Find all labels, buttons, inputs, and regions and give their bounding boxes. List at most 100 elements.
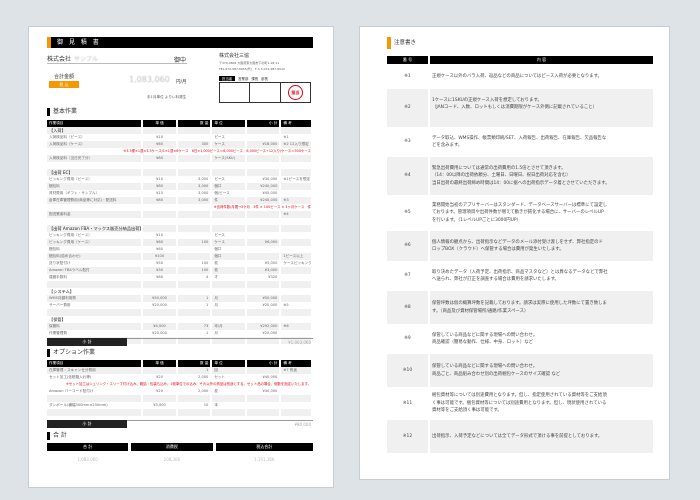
cell: 入荷検品料（ケース）	[47, 141, 142, 148]
cell: WMS月額利用費	[47, 295, 142, 302]
cell: 個口	[214, 247, 222, 251]
note-line: 業務開始当初のアプリサーバーはスタンダード、データベースサーバーは標準にて設定し	[432, 202, 608, 208]
cell: ¥10	[156, 135, 163, 139]
cell	[281, 337, 312, 344]
cell: ¥3,000	[153, 403, 166, 407]
sum-header: 消費税	[131, 443, 213, 451]
cell: 2,000	[198, 389, 209, 393]
table-row: 入荷検品料（当日完了分） ¥80 ケース(SKU)	[47, 155, 313, 162]
cell	[143, 309, 176, 316]
cell	[212, 309, 245, 316]
cell	[281, 218, 311, 225]
cell: ¥40,000	[262, 375, 278, 379]
cell: ¥10	[156, 233, 163, 237]
note-line	[432, 112, 651, 120]
table-row: 梱包料 ¥60 個口	[47, 246, 313, 253]
note-row: ※9 保管している商品などに関する現場への問い合わせ。 商品確認（簡易な動作、仕様、…	[387, 324, 653, 354]
company-tel: TEL.072-987-6055(代) F A X.072-987-6012	[219, 67, 285, 71]
cell	[143, 162, 176, 169]
group-row: 【保管】	[47, 316, 313, 323]
cell: ※6	[281, 323, 312, 330]
cell: 300	[177, 141, 211, 148]
basic-subtotal: 小 計 ¥1,003,060	[47, 338, 313, 346]
client-name: サンプル	[74, 56, 98, 63]
cell: 個口	[212, 253, 245, 260]
column-header: 作業項目	[47, 120, 142, 127]
cell	[212, 316, 245, 323]
blank-row	[47, 395, 313, 402]
cell	[212, 225, 245, 232]
table-row: 梱包料(詰め合わせ) ¥100 個口 1ピース以上	[47, 253, 313, 260]
cell: 梱包料	[49, 247, 60, 251]
note-number: ※1	[404, 73, 411, 79]
cell	[143, 225, 176, 232]
cell	[143, 281, 176, 288]
cell: ¥30	[143, 267, 176, 274]
table-row: WMS月額利用費 ¥50,000 1 月 ¥50,000	[47, 295, 313, 302]
cell	[177, 169, 211, 176]
note-line: 当日出荷の最終出荷締め時間は14：00に据への出荷指示データ着とさせていただきま…	[432, 180, 610, 186]
cell	[281, 295, 312, 302]
cell	[247, 402, 280, 409]
cell: ピッキング費用（ピース）	[49, 177, 92, 181]
cell	[47, 218, 141, 225]
note-line: 保管坪数は仮の概算坪数を記載しております。請求は実際に使用した坪数にて置き致しま	[432, 301, 607, 306]
blank-row	[47, 281, 313, 288]
cell: 3,000	[198, 177, 209, 181]
cell	[281, 309, 312, 316]
note-content: 1ケースに1SKUの正規ケース入荷を想定しております。 （JANコード、入数、ロッ…	[430, 89, 653, 127]
notes-header: 番 号 内 容	[387, 56, 653, 64]
cell	[212, 395, 245, 402]
cell: 100	[201, 261, 209, 265]
cell: ※3	[281, 197, 312, 204]
sum-values: 1,083,060 108,306 1,191,366	[47, 457, 313, 462]
cell: 回	[212, 367, 245, 374]
approval-boxes: 担当	[219, 82, 311, 103]
total-unit: 円/月	[176, 80, 187, 85]
cell	[246, 225, 280, 232]
cell	[143, 127, 176, 134]
cell	[246, 281, 280, 288]
red-note: ※セット加工はシュリンク・スリーブ付け込み、箱詰・包装も込み、1個単位での込み、…	[47, 381, 313, 388]
honorific: 御中	[174, 57, 187, 64]
note-row: ※5 業務開始当初のアプリサーバーはスタンダード、データベースサーバーは標準にて設…	[387, 195, 653, 231]
cell: 【出荷 Amazon FBA・マックス販売分納品出荷】	[47, 225, 142, 232]
cell	[212, 169, 245, 176]
column-header: 小 計	[246, 120, 280, 127]
cell	[246, 309, 280, 316]
cell: ¥80	[143, 197, 176, 204]
cell: 作業管理費	[49, 331, 67, 335]
red-note: ※3.5便×1週×3.5ケース/1×1週×6ケース 6日×1,000ピース＝6,…	[47, 148, 313, 155]
cell: 送り状貼付け	[49, 261, 71, 265]
note-number: ※8	[387, 291, 428, 324]
sum-value: 108,306	[163, 457, 181, 462]
cell: 【保管】	[49, 317, 66, 322]
cell	[246, 253, 280, 260]
note-content: 個人情報の観点から、出荷指示などデータのメール添付受け渡しをせず、弊社指定のドロ…	[430, 231, 653, 261]
note-line: 緊急出荷費用については通常の出荷費用の1.5倍とさせて頂きます。	[432, 165, 566, 171]
cell: 配送業者料金	[47, 211, 142, 218]
cell: 個/ピース	[214, 191, 230, 195]
cell: ¥15	[156, 191, 163, 195]
cell: 3,000	[198, 191, 209, 195]
cell	[246, 367, 280, 374]
table-row: Amazon バーコード貼付け ¥20 2,000 枚 ¥40,000	[47, 388, 313, 395]
cell: ¥20,000	[262, 303, 278, 307]
note-line: 保管している商品などに関する現場への問い合わせ。	[432, 332, 538, 338]
approval-label: 営業部	[238, 77, 249, 81]
cell: ¥50,000	[143, 295, 176, 302]
cell: 【出荷 EC】	[47, 169, 142, 176]
table-row: 送り状貼付け ¥50 100 枚 ¥5,000 ケースピッキング時	[47, 260, 313, 267]
note-line: 商品ごと、商品組み合わせ別の出荷梱包ケースのサイズ確認 など	[432, 371, 561, 377]
cell	[281, 388, 311, 395]
cell	[281, 316, 311, 323]
cell	[281, 169, 312, 176]
column-header: 単 価	[143, 360, 176, 367]
cell	[212, 211, 245, 218]
cell: 4	[206, 275, 209, 279]
client-prefix: 株式会社	[47, 56, 72, 63]
cell	[281, 374, 311, 381]
cell: ¥20,000	[152, 303, 167, 307]
cell	[281, 395, 312, 402]
note-row: ※4 緊急出荷費用については通常の出荷費用の1.5倍とさせて頂きます。 （14：00…	[387, 157, 653, 195]
